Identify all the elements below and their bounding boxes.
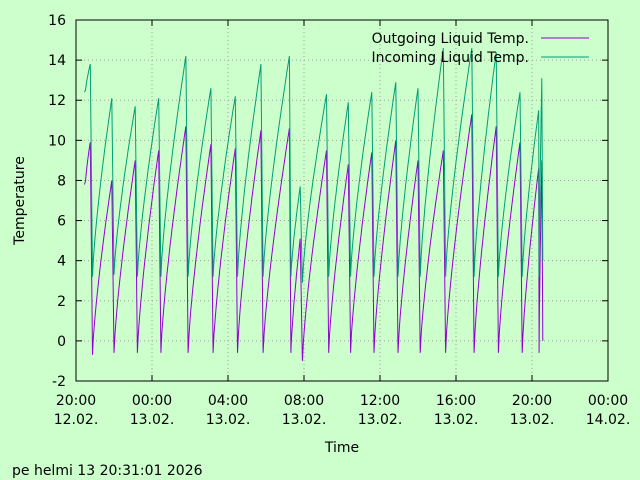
y-axis: -2 0 2 4 6 8 10 12 14 16 (48, 13, 608, 390)
y-tick-label: 12 (48, 93, 66, 109)
series-layer (84, 48, 544, 361)
x-tick-label-date: 13.02. (282, 412, 327, 428)
x-tick-label-date: 13.02. (358, 412, 403, 428)
plot-frame (75, 19, 609, 382)
series-line-incoming (84, 48, 544, 283)
x-tick-label-time: 00:00 (132, 393, 172, 409)
series-line-outgoing (84, 114, 544, 361)
legend-label: Outgoing Liquid Temp. (372, 31, 529, 47)
legend: Outgoing Liquid Temp. Incoming Liquid Tem… (372, 31, 589, 66)
y-tick-label: 2 (57, 294, 66, 310)
x-axis: 20:00 12.02. 00:00 13.02. 04:00 13.02. 08:00 13… (54, 20, 631, 428)
x-tick-label-time: 04:00 (208, 393, 248, 409)
x-tick-label-time: 00:00 (588, 393, 628, 409)
x-tick-label-time: 12:00 (360, 393, 400, 409)
y-tick-label: -2 (52, 374, 66, 390)
y-tick-label: 6 (57, 214, 66, 230)
x-tick-label-date: 12.02. (54, 412, 99, 428)
x-tick-label-time: 20:00 (56, 393, 96, 409)
x-tick-label-time: 08:00 (284, 393, 324, 409)
x-tick-label-date: 13.02. (510, 412, 555, 428)
footer-timestamp: pe helmi 13 20:31:01 2026 (12, 463, 203, 479)
x-tick-label-time: 16:00 (436, 393, 476, 409)
y-tick-label: 0 (57, 334, 66, 350)
y-tick-label: 10 (48, 133, 66, 149)
x-tick-label-date: 13.02. (206, 412, 251, 428)
y-tick-label: 16 (48, 13, 66, 29)
x-tick-label-date: 13.02. (130, 412, 175, 428)
x-tick-label-date: 13.02. (434, 412, 479, 428)
y-axis-title: Temperature (12, 156, 28, 246)
x-tick-label-time: 20:00 (512, 393, 552, 409)
y-tick-label: 4 (57, 254, 66, 270)
y-tick-label: 8 (57, 173, 66, 189)
y-tick-label: 14 (48, 53, 66, 69)
legend-label: Incoming Liquid Temp. (372, 50, 529, 66)
x-axis-title: Time (324, 440, 359, 456)
x-tick-label-date: 14.02. (586, 412, 631, 428)
